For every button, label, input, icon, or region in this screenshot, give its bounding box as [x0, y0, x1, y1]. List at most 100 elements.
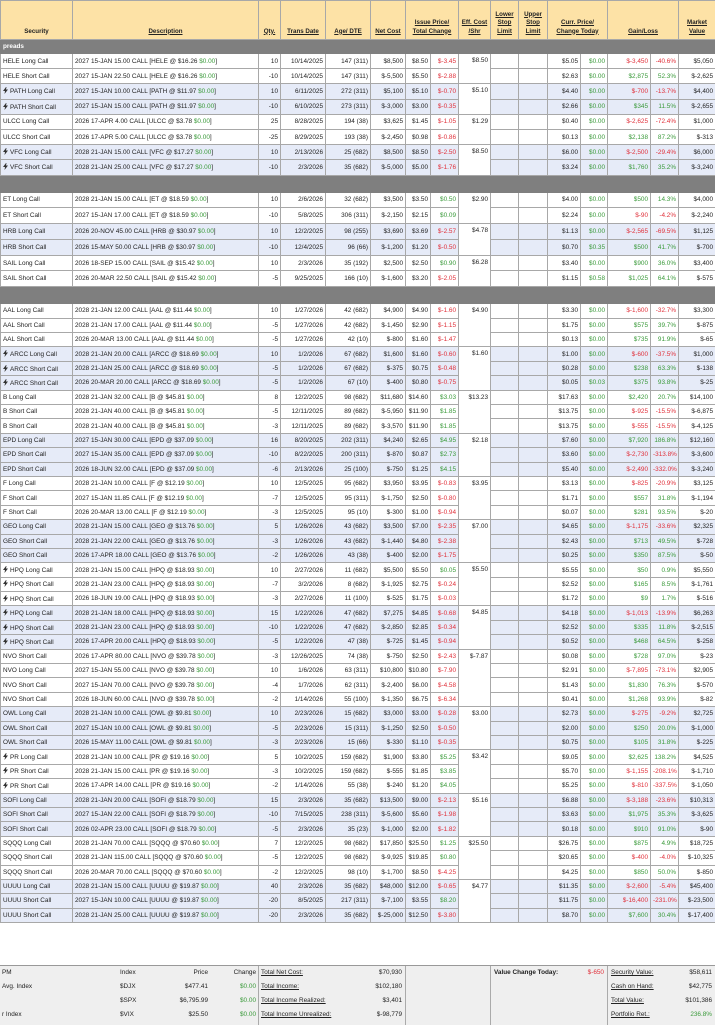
security-cell[interactable]: ULCC Short Call — [1, 129, 73, 144]
upper-stop-limit-cell[interactable] — [519, 721, 548, 735]
upper-stop-limit-cell[interactable] — [519, 476, 548, 490]
security-cell[interactable]: ULCC Long Call — [1, 114, 73, 129]
upper-stop-limit-cell[interactable] — [519, 577, 548, 591]
lower-stop-limit-cell[interactable] — [491, 347, 519, 361]
security-cell[interactable]: OWL Short Call — [1, 736, 73, 750]
upper-stop-limit-cell[interactable] — [519, 736, 548, 750]
upper-stop-limit-cell[interactable] — [519, 678, 548, 692]
upper-stop-limit-cell[interactable] — [519, 520, 548, 534]
lower-stop-limit-cell[interactable] — [491, 114, 519, 129]
upper-stop-limit-cell[interactable] — [519, 448, 548, 462]
security-cell[interactable]: UUUU Short Call — [1, 894, 73, 908]
upper-stop-limit-cell[interactable] — [519, 807, 548, 821]
lower-stop-limit-cell[interactable] — [491, 736, 519, 750]
security-cell[interactable]: SQQQ Short Call — [1, 865, 73, 879]
upper-stop-limit-cell[interactable] — [519, 361, 548, 375]
col-trans-date[interactable]: Trans Date — [281, 1, 326, 40]
security-cell[interactable]: HPQ Long Call — [1, 606, 73, 620]
security-cell[interactable]: HPQ Short Call — [1, 635, 73, 649]
upper-stop-limit-cell[interactable] — [519, 160, 548, 175]
lower-stop-limit-cell[interactable] — [491, 592, 519, 606]
lower-stop-limit-cell[interactable] — [491, 822, 519, 836]
upper-stop-limit-cell[interactable] — [519, 764, 548, 778]
lower-stop-limit-cell[interactable] — [491, 318, 519, 332]
lower-stop-limit-cell[interactable] — [491, 865, 519, 879]
security-cell[interactable]: ARCC Long Call — [1, 347, 73, 361]
security-cell[interactable]: SQQQ Short Call — [1, 851, 73, 865]
upper-stop-limit-cell[interactable] — [519, 908, 548, 922]
lower-stop-limit-cell[interactable] — [491, 192, 519, 208]
security-cell[interactable]: PR Short Call — [1, 779, 73, 793]
lower-stop-limit-cell[interactable] — [491, 764, 519, 778]
lower-stop-limit-cell[interactable] — [491, 239, 519, 255]
security-cell[interactable]: VFC Long Call — [1, 145, 73, 160]
security-cell[interactable]: NVO Long Call — [1, 664, 73, 678]
security-cell[interactable]: HPQ Short Call — [1, 577, 73, 591]
lower-stop-limit-cell[interactable] — [491, 491, 519, 505]
security-cell[interactable]: B Short Call — [1, 419, 73, 433]
upper-stop-limit-cell[interactable] — [519, 114, 548, 129]
lower-stop-limit-cell[interactable] — [491, 635, 519, 649]
upper-stop-limit-cell[interactable] — [519, 750, 548, 764]
lower-stop-limit-cell[interactable] — [491, 692, 519, 706]
upper-stop-limit-cell[interactable] — [519, 433, 548, 447]
lower-stop-limit-cell[interactable] — [491, 405, 519, 419]
upper-stop-limit-cell[interactable] — [519, 563, 548, 577]
col-qty[interactable]: Qty. — [259, 1, 281, 40]
upper-stop-limit-cell[interactable] — [519, 606, 548, 620]
lower-stop-limit-cell[interactable] — [491, 836, 519, 850]
lower-stop-limit-cell[interactable] — [491, 678, 519, 692]
upper-stop-limit-cell[interactable] — [519, 390, 548, 404]
upper-stop-limit-cell[interactable] — [519, 836, 548, 850]
security-cell[interactable]: HPQ Long Call — [1, 563, 73, 577]
upper-stop-limit-cell[interactable] — [519, 304, 548, 318]
lower-stop-limit-cell[interactable] — [491, 462, 519, 476]
security-cell[interactable]: F Short Call — [1, 505, 73, 519]
upper-stop-limit-cell[interactable] — [519, 405, 548, 419]
security-cell[interactable]: B Long Call — [1, 390, 73, 404]
col-upper-stop[interactable]: Upper Stop Limit — [519, 1, 548, 40]
upper-stop-limit-cell[interactable] — [519, 239, 548, 255]
lower-stop-limit-cell[interactable] — [491, 476, 519, 490]
col-security[interactable]: Security — [1, 1, 73, 40]
col-gain-loss[interactable]: Gain/Loss — [608, 1, 679, 40]
security-cell[interactable]: UUUU Short Call — [1, 908, 73, 922]
col-issue-price[interactable]: Issue Price/ Total Change — [406, 1, 459, 40]
security-cell[interactable]: ET Short Call — [1, 208, 73, 224]
lower-stop-limit-cell[interactable] — [491, 894, 519, 908]
col-age-dte[interactable]: Age/ DTE — [326, 1, 371, 40]
lower-stop-limit-cell[interactable] — [491, 99, 519, 114]
lower-stop-limit-cell[interactable] — [491, 779, 519, 793]
lower-stop-limit-cell[interactable] — [491, 361, 519, 375]
security-cell[interactable]: PR Short Call — [1, 764, 73, 778]
lower-stop-limit-cell[interactable] — [491, 448, 519, 462]
